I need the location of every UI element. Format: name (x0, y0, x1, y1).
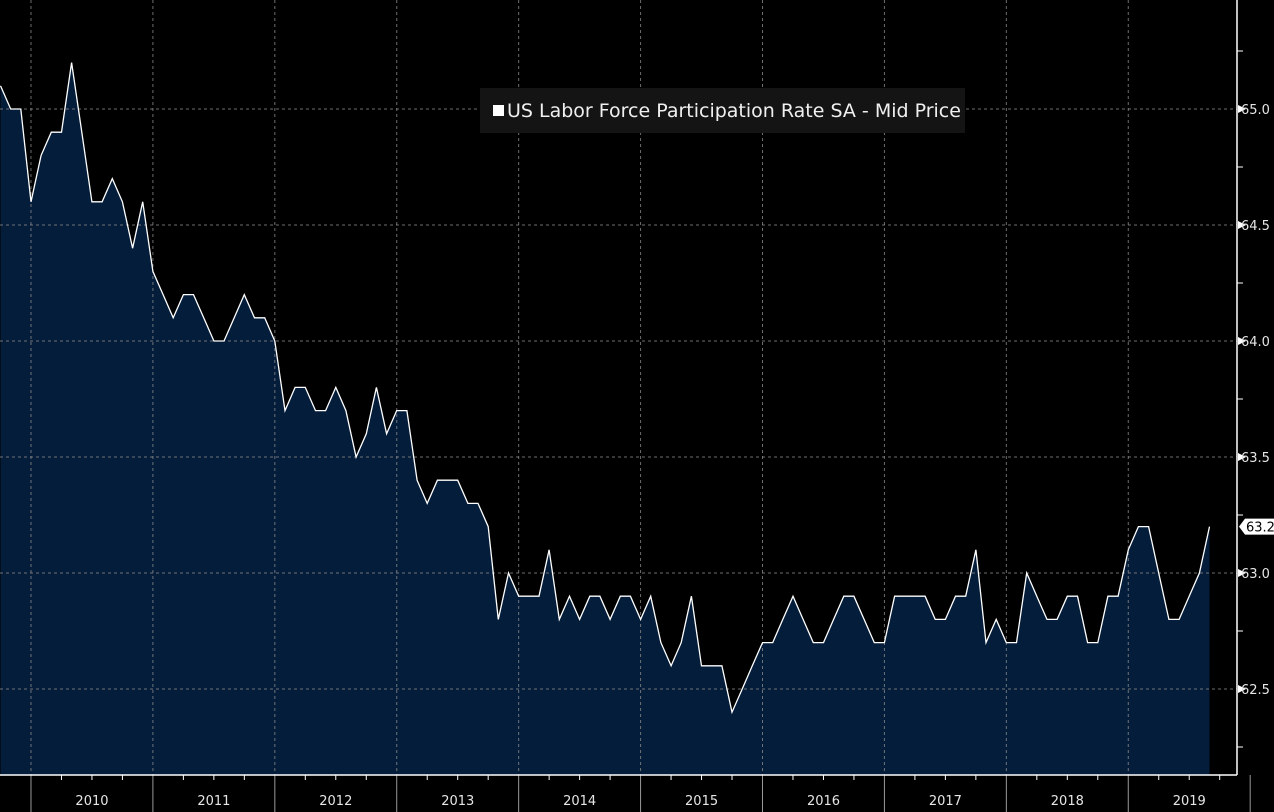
xtick-label: 2013 (441, 794, 474, 809)
xtick-label: 2016 (807, 794, 840, 809)
ytick-label: 64.5 (1241, 219, 1270, 234)
ytick-marker-icon (1238, 337, 1246, 345)
last-value-label: 63.2 (1246, 521, 1274, 536)
last-value-badge (1239, 518, 1274, 535)
legend: US Labor Force Participation Rate SA - M… (480, 88, 965, 133)
legend-swatch-icon (493, 105, 504, 116)
ytick-marker-icon (1238, 105, 1246, 113)
series-line (0, 62, 1211, 715)
ytick-marker-icon (1238, 453, 1246, 461)
ytick-label: 62.5 (1241, 683, 1270, 698)
xtick-label: 2015 (685, 794, 718, 809)
series-area (0, 62, 1210, 776)
xtick-label: 2019 (1173, 794, 1206, 809)
ytick-label: 64.0 (1241, 335, 1270, 350)
ytick-label: 65.0 (1241, 103, 1270, 118)
ytick-label: 63.0 (1241, 567, 1270, 582)
ytick-marker-icon (1238, 569, 1246, 577)
xtick-label: 2012 (319, 794, 352, 809)
xtick-label: 2014 (563, 794, 596, 809)
ytick-marker-icon (1238, 685, 1246, 693)
xtick-label: 2010 (75, 794, 108, 809)
ytick-label: 63.5 (1241, 451, 1270, 466)
xtick-label: 2011 (197, 794, 230, 809)
legend-label: US Labor Force Participation Rate SA - M… (507, 99, 961, 122)
ytick-marker-icon (1238, 221, 1246, 229)
xtick-label: 2017 (929, 794, 962, 809)
xtick-label: 2018 (1051, 794, 1084, 809)
